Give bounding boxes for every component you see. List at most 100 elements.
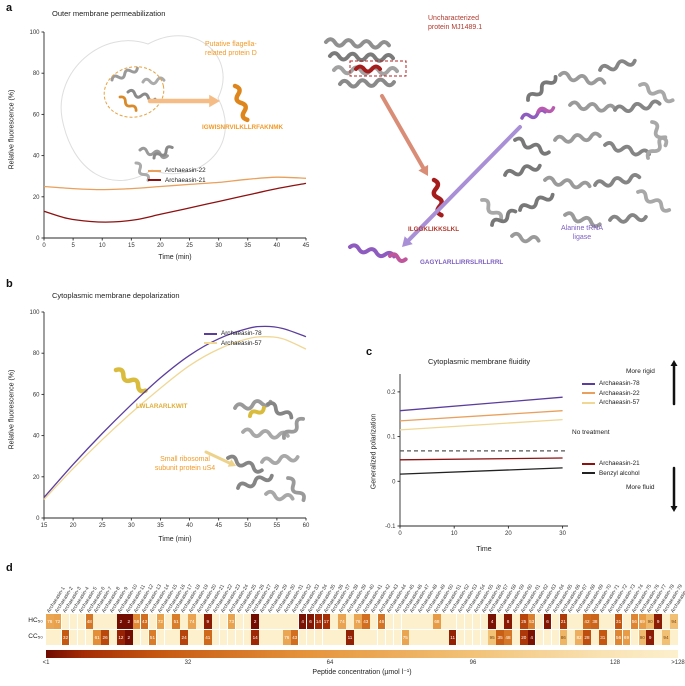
heatmap-cell xyxy=(512,630,520,645)
series-archaeasin-21 xyxy=(43,182,307,223)
x-tick-label: 30 xyxy=(215,243,222,249)
y-tick-label: 40 xyxy=(33,434,40,440)
heatmap-cell: 76 xyxy=(354,614,362,629)
heatmap-cell: 76 xyxy=(46,614,54,629)
heatmap-cell xyxy=(535,614,544,629)
chart-a-ylabel: Relative fluorescence (%) xyxy=(8,89,16,170)
heatmap-cell xyxy=(599,614,607,629)
x-tick-label: 30 xyxy=(128,523,135,529)
heatmap-cell xyxy=(362,630,370,645)
annotation-arrowhead xyxy=(209,94,220,108)
heatmap-cell: 42 xyxy=(583,614,591,629)
heatmap-cell: 51 xyxy=(148,630,157,645)
heatmap-cell xyxy=(480,614,489,629)
ligase-complex-helix xyxy=(480,197,504,221)
ligase-complex-helix xyxy=(593,173,642,188)
us4-protein-helix xyxy=(241,427,290,440)
mj1489-peptide-sequence: ILGGKLIKKSLKL xyxy=(408,226,460,233)
series-archaeasin-57 xyxy=(399,418,563,431)
legend-swatch xyxy=(204,332,217,335)
legend-swatch xyxy=(582,401,595,404)
annotation-arrow xyxy=(204,450,231,465)
heatmap-cell xyxy=(385,614,394,629)
heatmap-cell xyxy=(235,614,244,629)
heatmap-cell xyxy=(259,630,267,645)
heatmap-cell xyxy=(148,614,157,629)
peptide-helix-orange xyxy=(232,83,250,123)
flagella-peptide-sequence: IGWISNRVILKLLRFAKNMK xyxy=(202,124,284,131)
y-tick-label: 80 xyxy=(33,71,40,77)
heatmap-cell xyxy=(93,614,101,629)
heatmap-cell xyxy=(591,630,599,645)
x-tick-label: 10 xyxy=(99,243,106,249)
heatmap-cell: 11 xyxy=(448,630,457,645)
chart-outer-membrane-permeabilization: 0 5 10 15 20 25 30 35 40 45 0 20 40 60 80 100 xyxy=(29,30,310,249)
highlighted-helix-red xyxy=(354,64,382,74)
us4-protein-helix xyxy=(281,416,305,440)
chart-cytoplasmic-membrane-fluidity: 0 10 20 30-0.100.10.2 xyxy=(385,374,568,537)
ligase-complex-helix xyxy=(638,81,675,104)
heatmap-cell xyxy=(464,630,473,645)
dashed-highlight-ellipse xyxy=(103,66,165,118)
x-tick-label: 0 xyxy=(398,531,402,537)
x-tick-label: 35 xyxy=(157,523,164,529)
legend-item: Archaeasin-22 xyxy=(582,390,640,397)
heatmap-cell xyxy=(464,614,473,629)
heatmap-cell: 46 xyxy=(377,614,386,629)
ligase-complex-helix xyxy=(608,213,648,224)
chart-c-xlabel: Time xyxy=(476,546,492,553)
y-tick-label: 20 xyxy=(33,195,40,201)
legend-swatch xyxy=(582,462,595,465)
heatmap-cell xyxy=(69,630,78,645)
heatmap-cell: 90 xyxy=(638,630,647,645)
us4-protein-helix xyxy=(233,399,273,411)
heatmap-cell: 35 xyxy=(496,630,504,645)
x-tick-label: 35 xyxy=(244,243,251,249)
legend-swatch xyxy=(204,342,217,344)
flagella-protein-label: Putative flagella- related protein D xyxy=(205,41,257,58)
legend-label: Archaeasin-57 xyxy=(221,339,262,347)
annotation-arrowhead xyxy=(670,360,678,366)
heatmap-cell: 9 xyxy=(204,614,212,629)
alanine-trna-ligase-label: Alanine tRNA ligase xyxy=(560,225,604,242)
x-tick-label: 20 xyxy=(70,523,77,529)
heatmap-cell: 2 xyxy=(117,614,125,629)
y-tick-label: 60 xyxy=(33,392,40,398)
series-archaeasin-22 xyxy=(399,410,563,422)
us4-peptide-sequence: LWLARARLKWIT xyxy=(136,403,188,410)
x-tick-label: 0 xyxy=(42,243,46,249)
heatmap-cell xyxy=(196,630,204,645)
heatmap-cell xyxy=(346,614,354,629)
heatmap-cell xyxy=(417,630,425,645)
chart-c-legend-fluid: Archaeasin-21 Benzyl alcohol xyxy=(582,460,640,479)
protein-helix xyxy=(138,146,169,160)
heatmap-cell xyxy=(551,630,560,645)
y-tick-label: 20 xyxy=(33,475,40,481)
heatmap-cell xyxy=(132,630,141,645)
heatmap-cell xyxy=(243,630,252,645)
heatmap-column-labels: Archaeasin-1 Archaeasin-2 Archaeasin-3 Arch… xyxy=(16,570,685,614)
heatmap-cell xyxy=(630,630,639,645)
heatmap-cell xyxy=(622,614,631,629)
heatmap-cell: 68 xyxy=(433,614,441,629)
heatmap-cell xyxy=(401,614,410,629)
heatmap-cell xyxy=(543,630,552,645)
y-tick-label: 0.1 xyxy=(387,435,396,441)
heatmap-cell xyxy=(472,630,481,645)
heatmap-cell: 82 xyxy=(575,630,583,645)
heatmap-cell: 2 xyxy=(251,614,259,629)
us4-protein-helix xyxy=(286,476,306,503)
heatmap-cell: 94 xyxy=(662,630,670,645)
heatmap-cell xyxy=(69,614,78,629)
heatmap-cell xyxy=(369,630,378,645)
heatmap-cell xyxy=(575,614,583,629)
peptide-helix-purple xyxy=(348,243,397,259)
y-tick-label: 100 xyxy=(29,310,40,316)
x-tick-label: 15 xyxy=(128,243,135,249)
chart-cytoplasmic-membrane-depolarization: 15 20 25 30 35 40 45 50 55 60 0 20 40 60 80 100 xyxy=(29,310,310,529)
chart-a-legend: Archaeasin-22 Archaeasin-21 xyxy=(148,167,206,186)
legend-swatch xyxy=(148,179,161,181)
heatmap-cell: 31 xyxy=(614,614,623,629)
heatmap-cell xyxy=(219,614,228,629)
protein-helix xyxy=(152,145,174,160)
